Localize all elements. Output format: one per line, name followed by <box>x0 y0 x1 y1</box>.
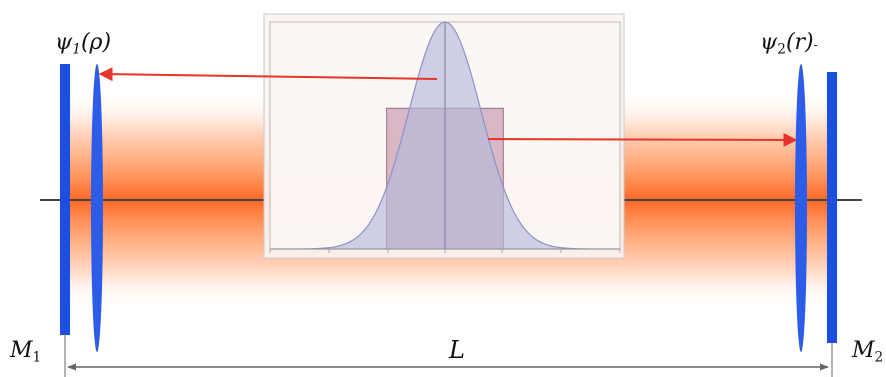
inset-plot <box>263 13 625 259</box>
mirror-m1 <box>60 64 70 335</box>
arrow-to-right-lens <box>487 132 798 147</box>
arrow-to-left-lens <box>98 67 438 82</box>
plot-ticks <box>269 249 621 253</box>
mirror-m2-label: M2 <box>852 338 883 365</box>
m2-subscript: 2 <box>874 349 884 366</box>
psi2-argument: (r) <box>785 30 814 55</box>
psi1-subscript: 1 <box>72 41 81 58</box>
psi2-subscript: 2 <box>777 41 786 58</box>
psi2-symbol: ψ <box>760 30 778 55</box>
mirror-m1-label: M1 <box>10 338 41 365</box>
m2-letter: M <box>852 338 875 363</box>
psi2-tail: - <box>813 38 818 52</box>
cavity-length-label: L <box>449 336 465 364</box>
mirror-m2 <box>827 72 837 343</box>
lens-right <box>795 64 807 352</box>
m1-letter: M <box>10 338 33 363</box>
psi1-symbol: ψ <box>55 30 73 55</box>
psi2-label: ψ2(r)- <box>760 30 818 57</box>
m1-subscript: 1 <box>32 349 42 366</box>
lens-left <box>91 64 103 352</box>
psi1-label: ψ1(ρ) <box>55 30 111 57</box>
psi1-argument: (ρ) <box>80 30 112 55</box>
